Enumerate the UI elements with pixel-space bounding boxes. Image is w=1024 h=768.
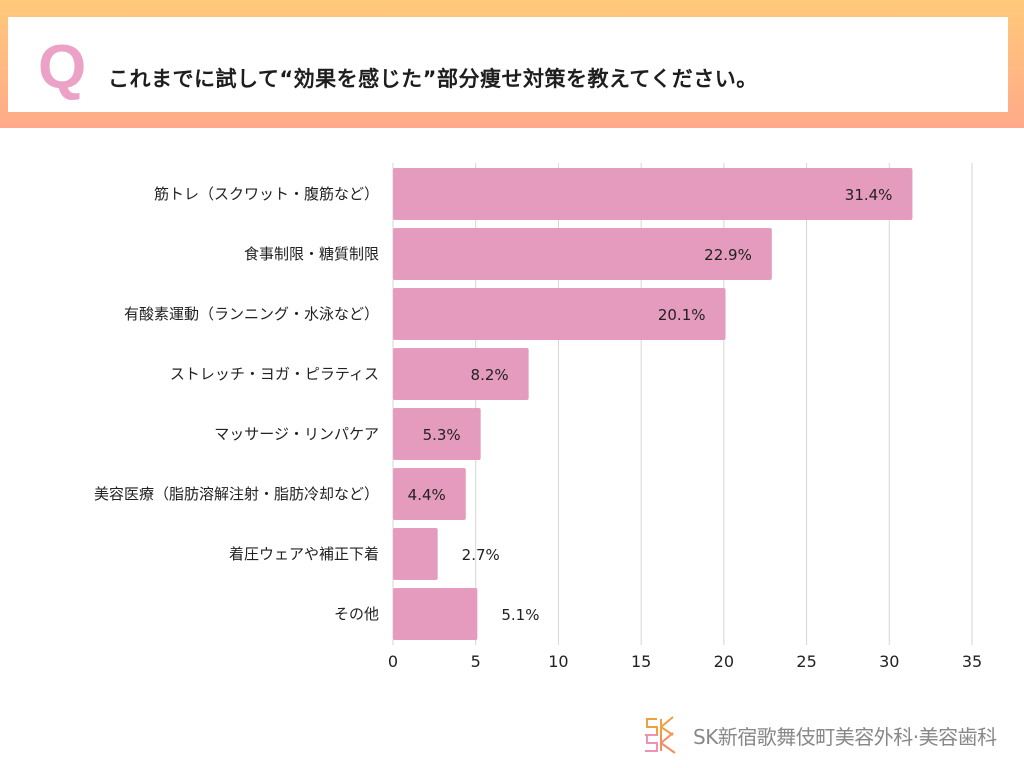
- x-tick-label: 5: [471, 652, 481, 671]
- bar: [393, 168, 913, 220]
- data-label: 2.7%: [462, 546, 500, 564]
- x-tick-label: 25: [796, 652, 816, 671]
- bar-chart: 0 5 10 15 20 25 30 35 筋トレ（スクワット・腹筋など） 31.4% 食事制限・糖…: [94, 163, 982, 671]
- bar: [393, 348, 529, 400]
- data-label: 4.4%: [408, 486, 446, 504]
- data-label: 8.2%: [471, 366, 509, 384]
- bar: [393, 228, 772, 280]
- category-label: 着圧ウェアや補正下着: [229, 545, 379, 563]
- category-label: その他: [334, 605, 379, 623]
- x-tick-label: 35: [962, 652, 982, 671]
- x-tick-label: 0: [388, 652, 398, 671]
- question-box: Q これまでに試して“効果を感じた”部分痩せ対策を教えてください。: [8, 17, 1008, 112]
- bar: [393, 408, 481, 460]
- data-label: 20.1%: [658, 306, 706, 324]
- data-label: 5.1%: [501, 606, 539, 624]
- question-text: これまでに試して“効果を感じた”部分痩せ対策を教えてください。: [108, 67, 758, 91]
- category-label: 美容医療（脂肪溶解注射・脂肪冷却など）: [94, 485, 379, 503]
- sk-logo-icon: [645, 716, 676, 754]
- q-mark: Q: [38, 33, 87, 102]
- x-tick-label: 15: [631, 652, 651, 671]
- category-label: 筋トレ（スクワット・腹筋など）: [154, 185, 379, 203]
- data-label: 31.4%: [845, 186, 893, 204]
- x-tick-label: 10: [548, 652, 568, 671]
- bar: [393, 468, 466, 520]
- bar: [393, 288, 726, 340]
- data-label: 5.3%: [423, 426, 461, 444]
- x-tick-label: 30: [879, 652, 899, 671]
- data-label: 22.9%: [704, 246, 752, 264]
- category-label: 食事制限・糖質制限: [244, 245, 379, 263]
- bar: [393, 528, 438, 580]
- x-tick-label: 20: [714, 652, 734, 671]
- bar: [393, 588, 478, 640]
- category-label: ストレッチ・ヨガ・ピラティス: [170, 365, 379, 383]
- clinic-name: SK新宿歌舞伎町美容外科·美容歯科: [693, 724, 997, 749]
- category-label: 有酸素運動（ランニング・水泳など）: [124, 305, 379, 323]
- clinic-logo: SK新宿歌舞伎町美容外科·美容歯科: [643, 715, 997, 755]
- category-label: マッサージ・リンパケア: [214, 425, 379, 443]
- question-banner: Q これまでに試して“効果を感じた”部分痩せ対策を教えてください。: [0, 0, 1024, 128]
